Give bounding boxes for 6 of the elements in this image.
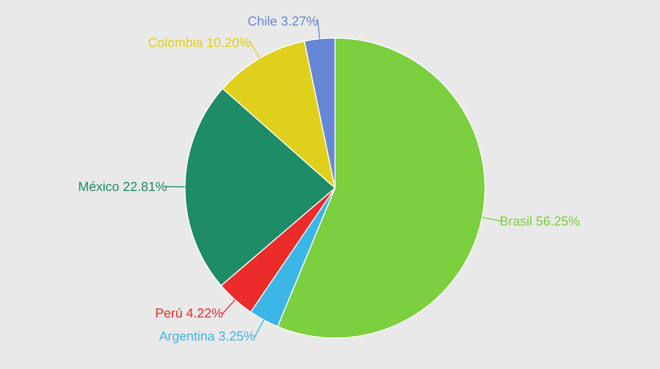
slice-label: Chile 3.27%: [248, 13, 318, 28]
slice-label: Brasil 56.25%: [500, 213, 580, 228]
slice-label: Perú 4.22%: [155, 306, 224, 321]
slice-label: Argentina 3.25%: [159, 328, 256, 344]
slice-label: Colombia 10.20%: [148, 35, 252, 50]
slice-label: México 22.81%: [78, 179, 168, 194]
